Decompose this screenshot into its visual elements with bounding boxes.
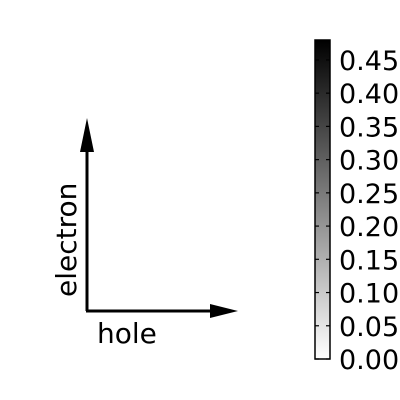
colorbar-tick-label: 0.25 [339,179,399,210]
colorbar-tick-label: 0.10 [339,279,399,310]
colorbar-tick-label: 0.30 [339,146,399,177]
colorbar-tick-label: 0.00 [339,345,399,376]
colorbar-tick-label: 0.05 [339,312,399,343]
axes-diagram: hole electron [50,118,238,350]
x-axis-label: hole [97,317,157,350]
y-axis-arrowhead [80,118,94,152]
colorbar: 0.000.050.100.150.200.250.300.350.400.45 [314,39,399,376]
colorbar-tick-label: 0.20 [339,212,399,243]
colorbar-tick-label: 0.35 [339,112,399,143]
y-axis-label: electron [50,183,83,297]
colorbar-ticks: 0.000.050.100.150.200.250.300.350.400.45 [315,46,399,376]
colorbar-gradient [315,40,330,359]
colorbar-tick-label: 0.40 [339,79,399,110]
colorbar-tick-label: 0.45 [339,46,399,77]
x-axis-arrowhead [210,304,238,318]
colorbar-frame [314,39,331,360]
colorbar-tick-label: 0.15 [339,245,399,276]
